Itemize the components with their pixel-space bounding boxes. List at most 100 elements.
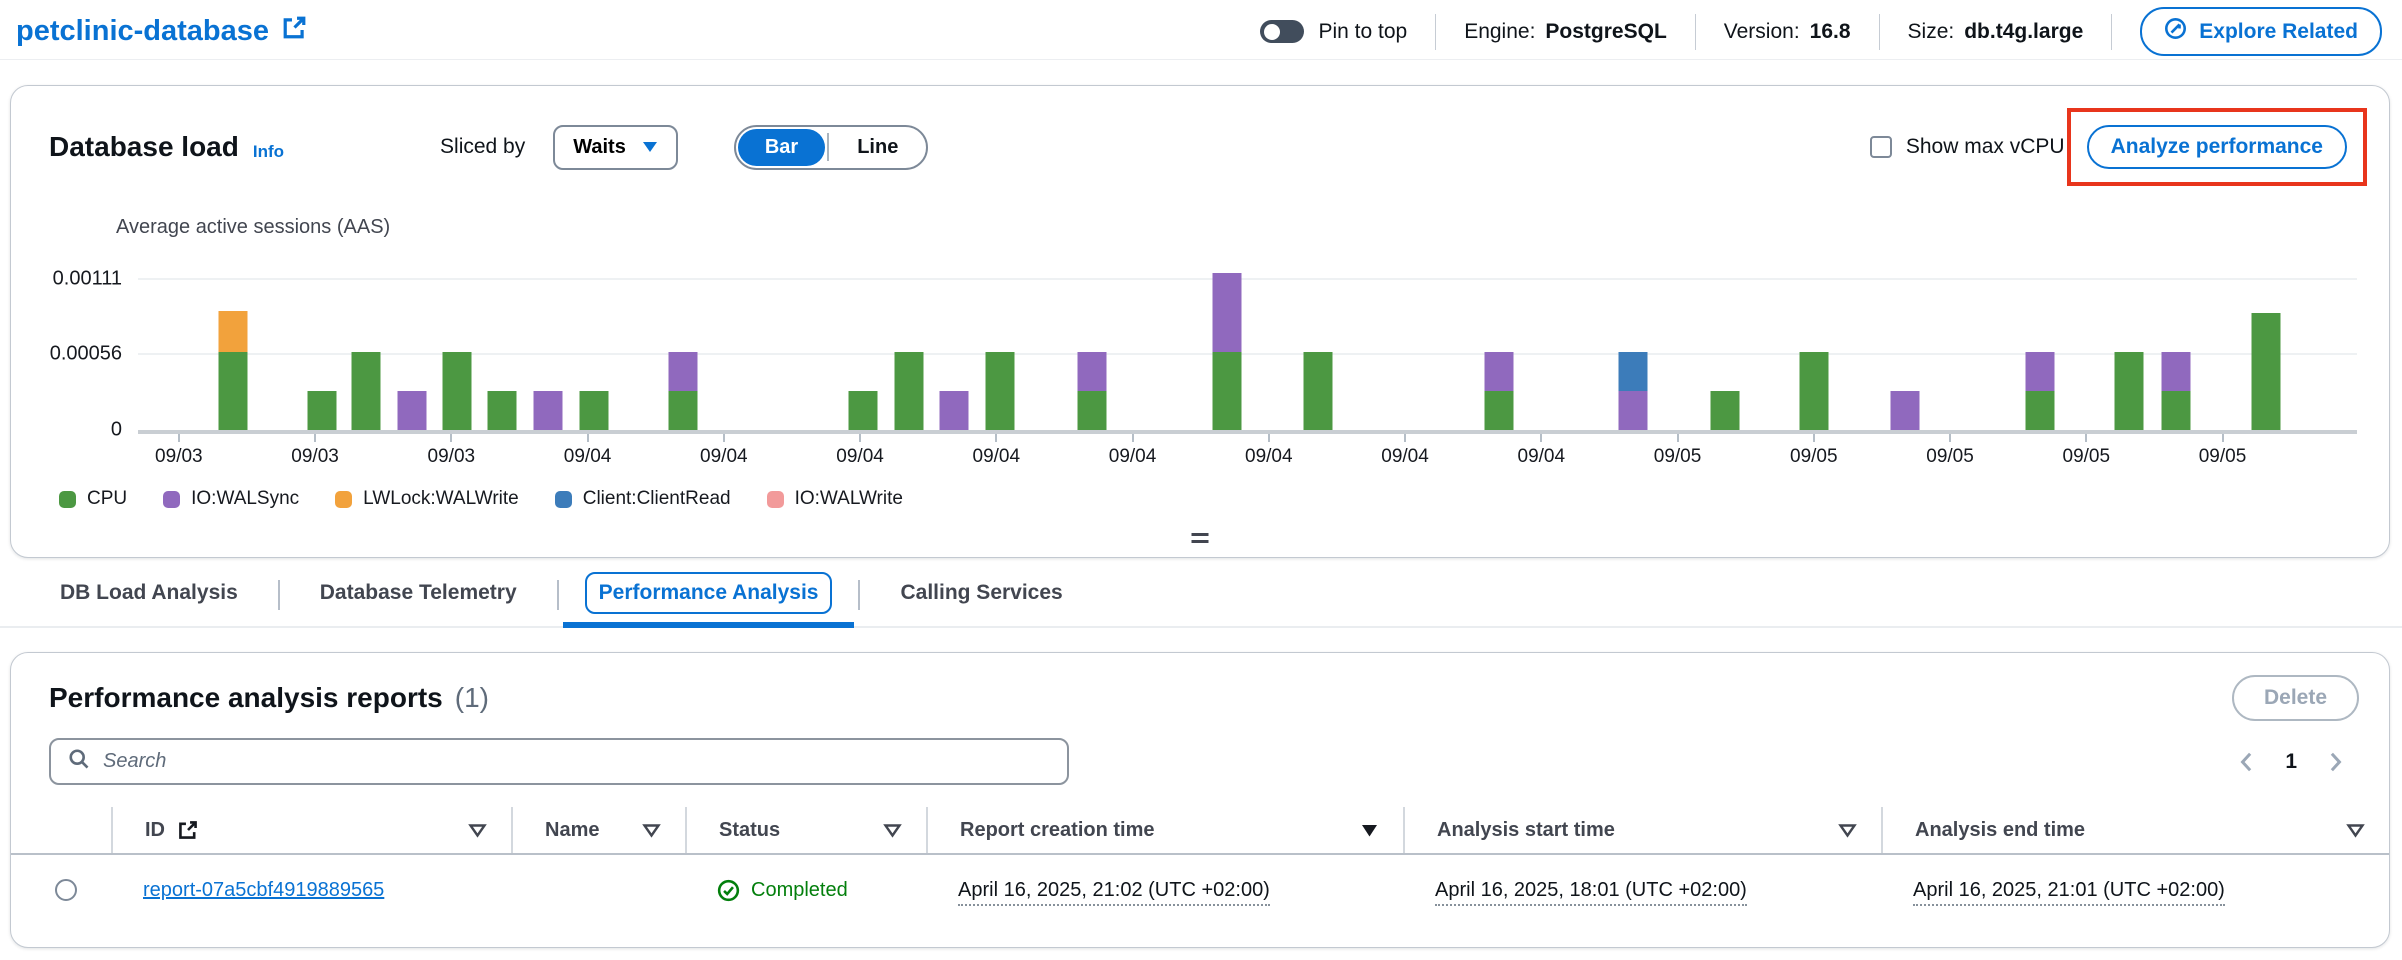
- x-axis-tick-label: 09/05: [2198, 446, 2247, 467]
- size-label: Size:: [1907, 19, 1955, 43]
- legend-item-lwlock-walwrite[interactable]: LWLock:WALWrite: [335, 488, 519, 510]
- column-header-name[interactable]: Name: [511, 807, 685, 853]
- legend-item-io-walsync[interactable]: IO:WALSync: [163, 488, 299, 510]
- x-axis-tick-mark: [1404, 434, 1407, 442]
- chart-bar[interactable]: [351, 351, 381, 430]
- search-input[interactable]: [103, 750, 1050, 773]
- row-radio-button[interactable]: [55, 879, 77, 901]
- chart-bar[interactable]: [2114, 351, 2144, 430]
- chart-bar[interactable]: [1484, 351, 1514, 430]
- legend-item-io-walwrite[interactable]: IO:WALWrite: [766, 488, 903, 510]
- completed-check-icon: [717, 879, 740, 902]
- bar-segment-io-walsync: [939, 390, 969, 430]
- chart-plot: 0 0.00056 0.00111 09/03 09/03 09/03 09/04 09/04…: [50, 267, 2357, 467]
- x-axis-tick-label: 09/05: [1790, 446, 1838, 467]
- tab-calling-services[interactable]: Calling Services: [860, 564, 1102, 626]
- chart-bar[interactable]: [2025, 351, 2055, 430]
- column-header-analysis-start-time[interactable]: Analysis start time: [1403, 807, 1881, 853]
- filter-icon[interactable]: [883, 823, 902, 838]
- chart-bar[interactable]: [1303, 351, 1333, 430]
- column-header-label: ID: [145, 819, 199, 842]
- tab-performance-analysis[interactable]: Performance Analysis: [559, 564, 859, 628]
- filter-icon[interactable]: [468, 823, 487, 838]
- chart-bar[interactable]: [2251, 312, 2281, 430]
- chart-bar[interactable]: [985, 351, 1015, 430]
- filter-icon[interactable]: [642, 823, 661, 838]
- chart-type-bar-option[interactable]: Bar: [737, 128, 826, 166]
- x-axis-tick-label: 09/04: [1108, 446, 1157, 467]
- chart-bar[interactable]: [442, 351, 472, 430]
- chart-bar[interactable]: [2161, 351, 2191, 430]
- column-header-report-creation-time[interactable]: Report creation time: [926, 807, 1403, 853]
- panel-resize-handle[interactable]: [1191, 529, 1209, 547]
- chart-bar[interactable]: [579, 390, 609, 430]
- filter-icon[interactable]: [2346, 823, 2365, 838]
- bar-segment-io-walsync: [397, 390, 427, 430]
- chart-bar[interactable]: [1799, 351, 1829, 430]
- x-axis-tick-mark: [177, 434, 180, 442]
- chart-bar[interactable]: [894, 351, 924, 430]
- chart-bar[interactable]: [533, 390, 563, 430]
- chart-bar[interactable]: [1618, 351, 1648, 430]
- report-status-cell: Completed: [685, 879, 926, 902]
- bar-segment-cpu: [894, 351, 924, 430]
- x-axis-tick-mark: [1540, 434, 1543, 442]
- y-axis-tick-label: 0.00056: [49, 342, 122, 365]
- chart-type-line-option[interactable]: Line: [857, 135, 899, 158]
- chart-bar[interactable]: [1710, 390, 1740, 430]
- filter-active-icon[interactable]: [1360, 823, 1379, 838]
- chart-bar[interactable]: [218, 311, 248, 430]
- bar-segment-cpu: [2251, 312, 2281, 430]
- info-link[interactable]: Info: [252, 142, 285, 161]
- chart-bar[interactable]: [848, 390, 878, 430]
- slice-by-select[interactable]: Waits: [553, 124, 678, 170]
- report-id-link[interactable]: report-07a5cbf4919889565: [143, 878, 385, 901]
- chart-bar[interactable]: [397, 390, 427, 430]
- x-axis-tick-label: 09/04: [972, 446, 1021, 467]
- chart-bar[interactable]: [1077, 351, 1107, 430]
- x-axis-tick-mark: [722, 434, 725, 442]
- previous-page-button[interactable]: [2237, 751, 2255, 773]
- tab-database-telemetry[interactable]: Database Telemetry: [280, 564, 557, 626]
- column-header-label: Status: [719, 818, 781, 841]
- legend-item-client-clientread[interactable]: Client:ClientRead: [554, 488, 731, 510]
- bar-segment-io-walsync: [1618, 390, 1648, 430]
- header-meta: Pin to top Engine: PostgreSQL Version: 1…: [1260, 7, 2382, 56]
- bar-segment-cpu: [1484, 390, 1514, 430]
- legend-label: Client:ClientRead: [582, 488, 731, 509]
- delete-button[interactable]: Delete: [2231, 675, 2359, 721]
- database-title-link[interactable]: petclinic-database: [16, 14, 308, 49]
- chart-bar[interactable]: [1212, 273, 1242, 430]
- column-header-status[interactable]: Status: [685, 807, 926, 853]
- x-axis-tick-label: 09/05: [1653, 446, 1702, 467]
- pin-to-top-label: Pin to top: [1318, 19, 1408, 43]
- column-header-id[interactable]: ID: [111, 807, 511, 853]
- chart-bar[interactable]: [939, 390, 969, 430]
- filter-icon[interactable]: [1838, 823, 1857, 838]
- column-header-analysis-end-time[interactable]: Analysis end time: [1881, 807, 2389, 853]
- column-header-label: Report creation time: [960, 818, 1155, 841]
- chart-bar[interactable]: [487, 390, 517, 430]
- analyze-performance-button[interactable]: Analyze performance: [2086, 125, 2347, 169]
- engine-value: PostgreSQL: [1545, 19, 1667, 43]
- tab-db-load-analysis[interactable]: DB Load Analysis: [36, 564, 278, 626]
- chart-bar[interactable]: [307, 390, 337, 430]
- tabs-bar: DB Load Analysis Database Telemetry Perfor…: [0, 564, 2402, 628]
- chart-bar[interactable]: [668, 351, 698, 430]
- pin-to-top-toggle[interactable]: [1260, 20, 1305, 43]
- bar-segment-cpu: [1303, 351, 1333, 430]
- bar-segment-cpu: [307, 390, 337, 430]
- performance-analysis-reports-panel: Performance analysis reports (1) Delete …: [10, 652, 2390, 948]
- status-badge: Completed: [717, 879, 926, 902]
- legend-item-cpu[interactable]: CPU: [59, 488, 127, 510]
- legend-label: LWLock:WALWrite: [363, 488, 519, 509]
- bar-segment-cpu: [1077, 390, 1107, 430]
- bar-segment-cpu: [2161, 390, 2191, 430]
- page-number[interactable]: 1: [2285, 749, 2297, 773]
- chart-bar[interactable]: [1890, 390, 1920, 430]
- next-page-button[interactable]: [2327, 751, 2345, 773]
- x-axis-tick-label: 09/04: [1245, 446, 1293, 467]
- database-load-panel: Database load Info Sliced by Waits Bar L…: [10, 85, 2390, 558]
- show-max-vcpu-checkbox[interactable]: [1869, 136, 1892, 158]
- explore-related-button[interactable]: Explore Related: [2140, 7, 2382, 56]
